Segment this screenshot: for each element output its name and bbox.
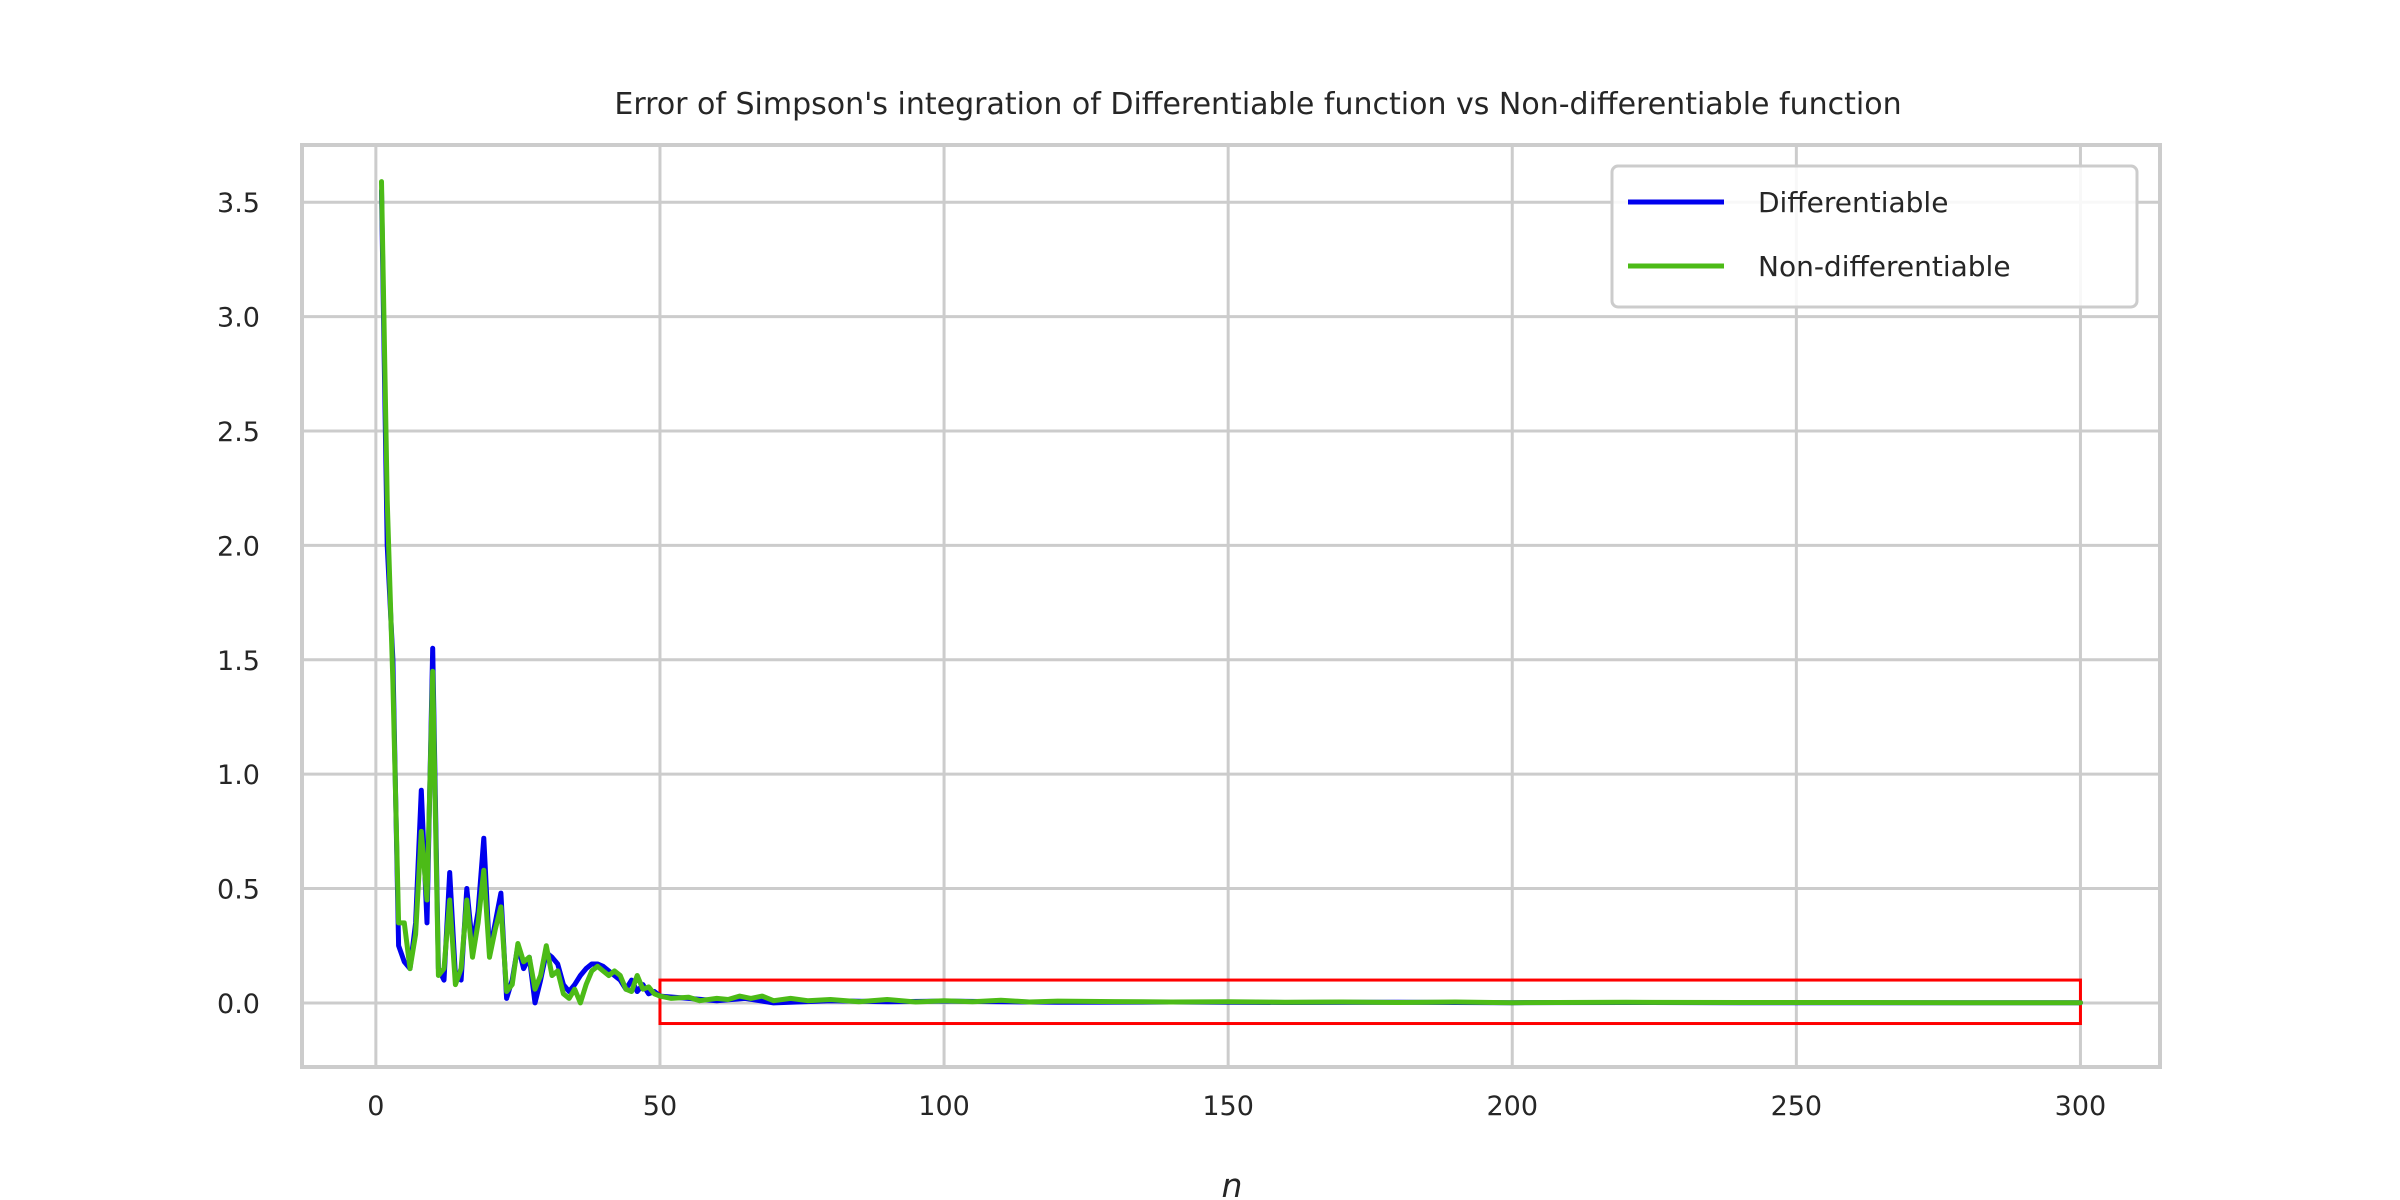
plot-frame [300,143,2162,1069]
y-tick-label: 2.5 [217,417,260,448]
y-tick-label: 3.0 [217,303,260,334]
x-axis-label: n [1222,1166,1243,1200]
y-tick-label: 2.0 [217,531,260,562]
y-axis: 0.0 0.5 1.0 1.5 2.0 2.5 3.0 3.5 [217,188,260,1020]
y-tick-label: 3.5 [217,188,260,219]
x-tick-label: 200 [1486,1091,1538,1122]
x-axis: 0 50 100 150 200 250 300 [367,1091,2106,1122]
x-tick-label: 0 [367,1091,384,1122]
chart-title: Error of Simpson's integration of Differ… [614,87,1901,122]
x-tick-label: 300 [2055,1091,2107,1122]
legend-label: Differentiable [1758,186,1948,219]
series-line-differentiable [379,188,2083,1006]
y-tick-label: 1.0 [217,760,260,791]
legend-box [1610,164,2139,309]
series-group [379,179,2083,1006]
x-tick-label: 100 [918,1091,970,1122]
y-tick-label: 1.5 [217,646,260,677]
legend: Differentiable Non-differentiable [1610,164,2139,309]
y-tick-label: 0.5 [217,875,260,906]
series-line-non-differentiable [379,179,2083,1006]
y-tick-label: 0.0 [217,989,260,1020]
legend-label: Non-differentiable [1758,250,2011,283]
x-tick-label: 150 [1202,1091,1254,1122]
x-tick-label: 50 [643,1091,677,1122]
x-tick-label: 250 [1771,1091,1823,1122]
